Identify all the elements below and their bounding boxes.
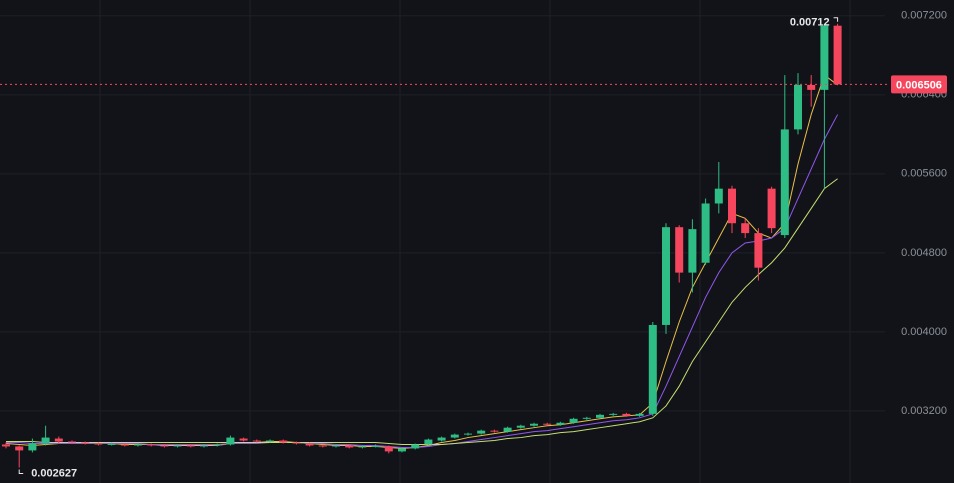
candle-body — [292, 442, 301, 444]
candle-body — [252, 440, 261, 442]
candle-body — [767, 188, 776, 229]
candle-body — [490, 430, 499, 432]
candle-body — [622, 413, 631, 416]
high-price-label: 0.00712 — [790, 17, 830, 29]
candle-body — [147, 444, 156, 446]
candle-body — [503, 427, 512, 432]
candle-body — [54, 438, 63, 442]
y-tick-label: 0.004800 — [901, 247, 947, 259]
candle-body — [411, 444, 420, 449]
candle-body — [2, 444, 10, 447]
candle-body — [424, 439, 433, 445]
high-marker-arrow — [833, 17, 839, 22]
candle-body — [120, 444, 129, 446]
candle-body — [516, 425, 525, 428]
candle-body — [28, 443, 37, 451]
candle-body — [754, 233, 763, 268]
low-price-label: 0.002627 — [31, 467, 77, 479]
candle-body — [609, 413, 618, 415]
y-tick-label: 0.007200 — [901, 10, 947, 22]
candle-body — [635, 413, 644, 416]
candle-body — [371, 445, 380, 447]
candle-body — [15, 446, 24, 451]
moving-average-line — [6, 178, 838, 445]
candle-body — [41, 437, 50, 444]
candle-body — [820, 25, 829, 90]
candle-body — [345, 445, 354, 448]
candle-body — [780, 129, 789, 236]
candle-body — [226, 437, 235, 445]
candle-body — [596, 414, 604, 418]
candle-body — [213, 444, 222, 446]
candle-body — [239, 438, 248, 441]
candle-body — [728, 188, 736, 224]
candle-body — [200, 445, 208, 447]
y-tick-label: 0.005600 — [901, 168, 947, 180]
candle-body — [450, 434, 459, 438]
candle-body — [384, 446, 393, 452]
candle-body — [464, 433, 472, 435]
candle-body — [173, 445, 182, 447]
candle-body — [648, 324, 657, 414]
candle-body — [437, 437, 446, 441]
candle-body — [794, 84, 802, 130]
candle-body — [68, 441, 76, 443]
y-tick-label: 0.004000 — [901, 326, 947, 338]
candle-body — [543, 423, 552, 425]
candle-body — [477, 430, 486, 434]
candle-body — [701, 203, 710, 263]
low-marker-arrow — [18, 469, 24, 474]
candle-body — [305, 443, 314, 446]
candle-body — [332, 445, 340, 447]
candle-body — [279, 440, 288, 443]
candle-body — [398, 448, 406, 452]
candle-body — [807, 84, 816, 90]
candle-body — [160, 445, 169, 447]
candle-body — [675, 227, 684, 273]
candle-body — [81, 442, 90, 444]
candle-body — [266, 440, 274, 442]
candle-body — [662, 227, 670, 325]
candle-body — [582, 417, 591, 419]
last-price-label: 0.006506 — [896, 79, 942, 91]
candle-body — [358, 446, 367, 448]
candle-body — [569, 418, 578, 423]
candle-body — [107, 443, 116, 445]
candle-body — [530, 423, 538, 426]
candle-body — [186, 445, 195, 447]
candle-body — [688, 229, 697, 273]
candle-body — [94, 443, 103, 445]
vertical-grid — [99, 0, 851, 483]
candle-body — [134, 444, 142, 446]
candle-body — [318, 445, 327, 447]
moving-average-line — [6, 114, 839, 448]
candle-body — [556, 422, 565, 425]
candle-body — [833, 25, 842, 85]
last-price-badge — [891, 75, 947, 94]
candle-body — [714, 188, 723, 204]
candle-body — [741, 223, 750, 234]
y-tick-label: 0.003200 — [901, 405, 947, 417]
